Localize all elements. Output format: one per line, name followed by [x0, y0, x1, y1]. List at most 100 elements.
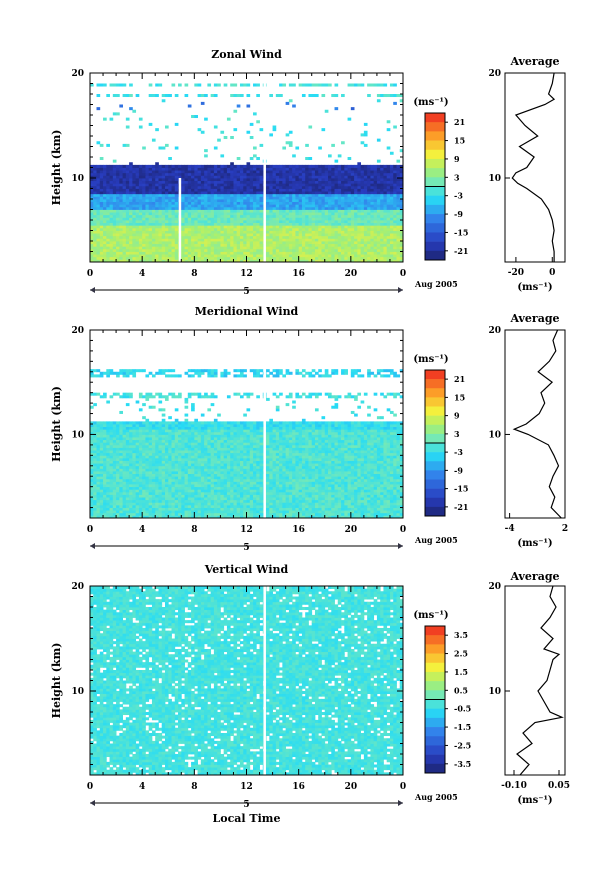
heatmap-cell [204, 254, 208, 258]
heatmap-cell [357, 515, 362, 519]
heatmap-cell [197, 241, 202, 245]
heatmap-cell [259, 199, 264, 203]
heatmap-cell [341, 230, 345, 234]
heatmap-cell [373, 507, 378, 511]
heatmap-cell [226, 167, 231, 171]
heatmap-cell [158, 164, 163, 168]
heatmap-cell [174, 256, 179, 260]
heatmap-cell [217, 172, 221, 176]
heatmap-cell [90, 185, 94, 189]
heatmap-cell [96, 180, 101, 184]
heatmap-cell [331, 233, 335, 237]
heatmap-cell [148, 212, 153, 216]
heatmap-cell [200, 222, 205, 226]
heatmap-cell [308, 233, 313, 237]
heatmap-cell [305, 512, 309, 516]
heatmap-cell [226, 241, 231, 245]
heatmap-cell [367, 164, 371, 168]
heatmap-cell [233, 183, 238, 187]
heatmap-cell [207, 222, 212, 226]
heatmap-cell [96, 191, 101, 195]
heatmap-cell [135, 222, 140, 226]
heatmap-cell [396, 230, 401, 234]
heatmap-cell [337, 214, 342, 218]
heatmap-cell [125, 196, 130, 200]
heatmap-cell [337, 178, 342, 182]
heatmap-cell [354, 512, 358, 516]
heatmap-cell [275, 180, 280, 184]
heatmap-cell [324, 172, 329, 176]
heatmap-cell [236, 227, 241, 231]
heatmap-cell [184, 164, 189, 168]
heatmap-cell [347, 491, 352, 495]
heatmap-cell [334, 188, 339, 192]
heatmap-cell [135, 238, 140, 242]
heatmap-cell [347, 251, 352, 255]
heatmap-cell [393, 227, 397, 231]
heatmap-cell [197, 183, 202, 187]
heatmap-cell [112, 214, 117, 218]
heatmap-cell [393, 225, 397, 229]
heatmap-cell [151, 199, 156, 203]
heatmap-cell [210, 246, 215, 250]
heatmap-cell [106, 494, 110, 498]
heatmap-cell [239, 254, 244, 258]
heatmap-cell [354, 193, 358, 197]
heatmap-cell [288, 141, 293, 145]
heatmap-cell [399, 238, 404, 242]
heatmap-cell [357, 259, 362, 263]
heatmap-cell [344, 238, 348, 242]
heatmap-cell [292, 497, 296, 501]
heatmap-cell [246, 94, 251, 98]
heatmap-cell [210, 491, 215, 495]
heatmap-cell [396, 499, 401, 503]
heatmap-cell [161, 499, 166, 503]
heatmap-cell [321, 204, 326, 208]
heatmap-cell [145, 494, 150, 498]
heatmap-cell [181, 246, 185, 250]
heatmap-cell [298, 209, 303, 213]
heatmap-cell [305, 178, 309, 182]
heatmap-cell [256, 494, 260, 498]
heatmap-cell [354, 248, 358, 252]
heatmap-cell [217, 241, 221, 245]
heatmap-cell [171, 259, 176, 263]
heatmap-cell [272, 248, 277, 252]
heatmap-cell [380, 502, 384, 506]
heatmap-cell [109, 497, 114, 501]
heatmap-cell [184, 227, 189, 231]
heatmap-cell [292, 167, 296, 171]
heatmap-cell [135, 206, 140, 210]
heatmap-cell [386, 185, 391, 189]
heatmap-cell [200, 94, 205, 98]
heatmap-cell [272, 259, 277, 263]
heatmap-cell [148, 497, 153, 501]
heatmap-cell [285, 515, 290, 519]
heatmap-cell [341, 235, 345, 239]
heatmap-cell [151, 193, 156, 197]
heatmap-cell [148, 94, 153, 98]
heatmap-cell [112, 225, 117, 229]
heatmap-cell [93, 206, 97, 210]
heatmap-cell [132, 243, 137, 247]
heatmap-cell [243, 238, 247, 242]
heatmap-cell [328, 233, 332, 237]
heatmap-cell [161, 256, 166, 260]
heatmap-cell [298, 238, 303, 242]
heatmap-cell [220, 497, 225, 501]
heatmap-cell [321, 256, 326, 260]
heatmap-cell [318, 243, 322, 247]
heatmap-cell [367, 225, 371, 229]
heatmap-cell [158, 178, 163, 182]
heatmap-cell [253, 504, 257, 508]
heatmap-cell [269, 175, 273, 179]
heatmap-cell [259, 222, 264, 226]
heatmap-cell [357, 494, 362, 498]
heatmap-cell [314, 204, 319, 208]
heatmap-cell [93, 222, 97, 226]
heatmap-cell [311, 170, 316, 174]
heatmap-cell [122, 507, 127, 511]
heatmap-cell [301, 507, 306, 511]
heatmap-cell [376, 256, 381, 260]
heatmap-cell [272, 196, 277, 200]
